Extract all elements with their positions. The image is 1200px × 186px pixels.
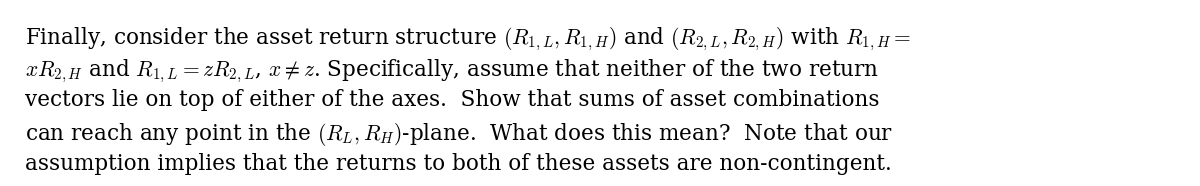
Text: assumption implies that the returns to both of these assets are non-contingent.: assumption implies that the returns to b…: [25, 153, 892, 175]
Text: $xR_{2,H}$ and $R_{1,L} = zR_{2,L}$, $x \neq z$. Specifically, assume that neith: $xR_{2,H}$ and $R_{1,L} = zR_{2,L}$, $x …: [25, 57, 880, 85]
Text: Finally, consider the asset return structure $(R_{1,L}, R_{1,H})$ and $(R_{2,L},: Finally, consider the asset return struc…: [25, 25, 912, 52]
Text: can reach any point in the $(R_L, R_H)$-plane.  What does this mean?  Note that : can reach any point in the $(R_L, R_H)$-…: [25, 121, 894, 148]
Text: vectors lie on top of either of the axes.  Show that sums of asset combinations: vectors lie on top of either of the axes…: [25, 89, 880, 111]
